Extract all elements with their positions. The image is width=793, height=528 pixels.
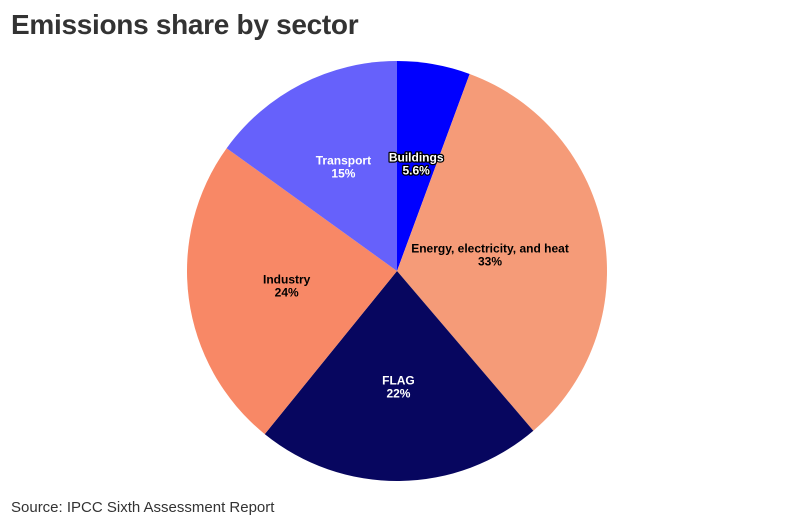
slice-value-transport: 15% [331, 166, 355, 180]
chart-title: Emissions share by sector [11, 9, 359, 40]
pie-slices [187, 61, 608, 481]
pie-slice-transport [226, 61, 397, 271]
pie-slice-industry [187, 148, 397, 435]
slice-name-industry: Industry [263, 273, 311, 287]
slice-name-energy-electricity-and-heat: Energy, electricity, and heat [411, 241, 569, 255]
pie-slice-flag [264, 271, 534, 481]
pie-slice-energy-electricity-and-heat [397, 73, 608, 431]
slice-value-flag: 22% [386, 386, 410, 400]
slice-value-energy-electricity-and-heat: 33% [478, 254, 502, 268]
slice-name-flag: FLAG [382, 373, 415, 387]
slice-value-industry: 24% [275, 286, 299, 300]
slice-name-transport: Transport [316, 153, 371, 167]
source-note: Source: IPCC Sixth Assessment Report [11, 499, 275, 516]
pie-slice-buildings [397, 61, 470, 271]
slice-name-buildings: Buildings [389, 150, 444, 164]
slice-value-buildings: 5.6% [403, 163, 431, 177]
